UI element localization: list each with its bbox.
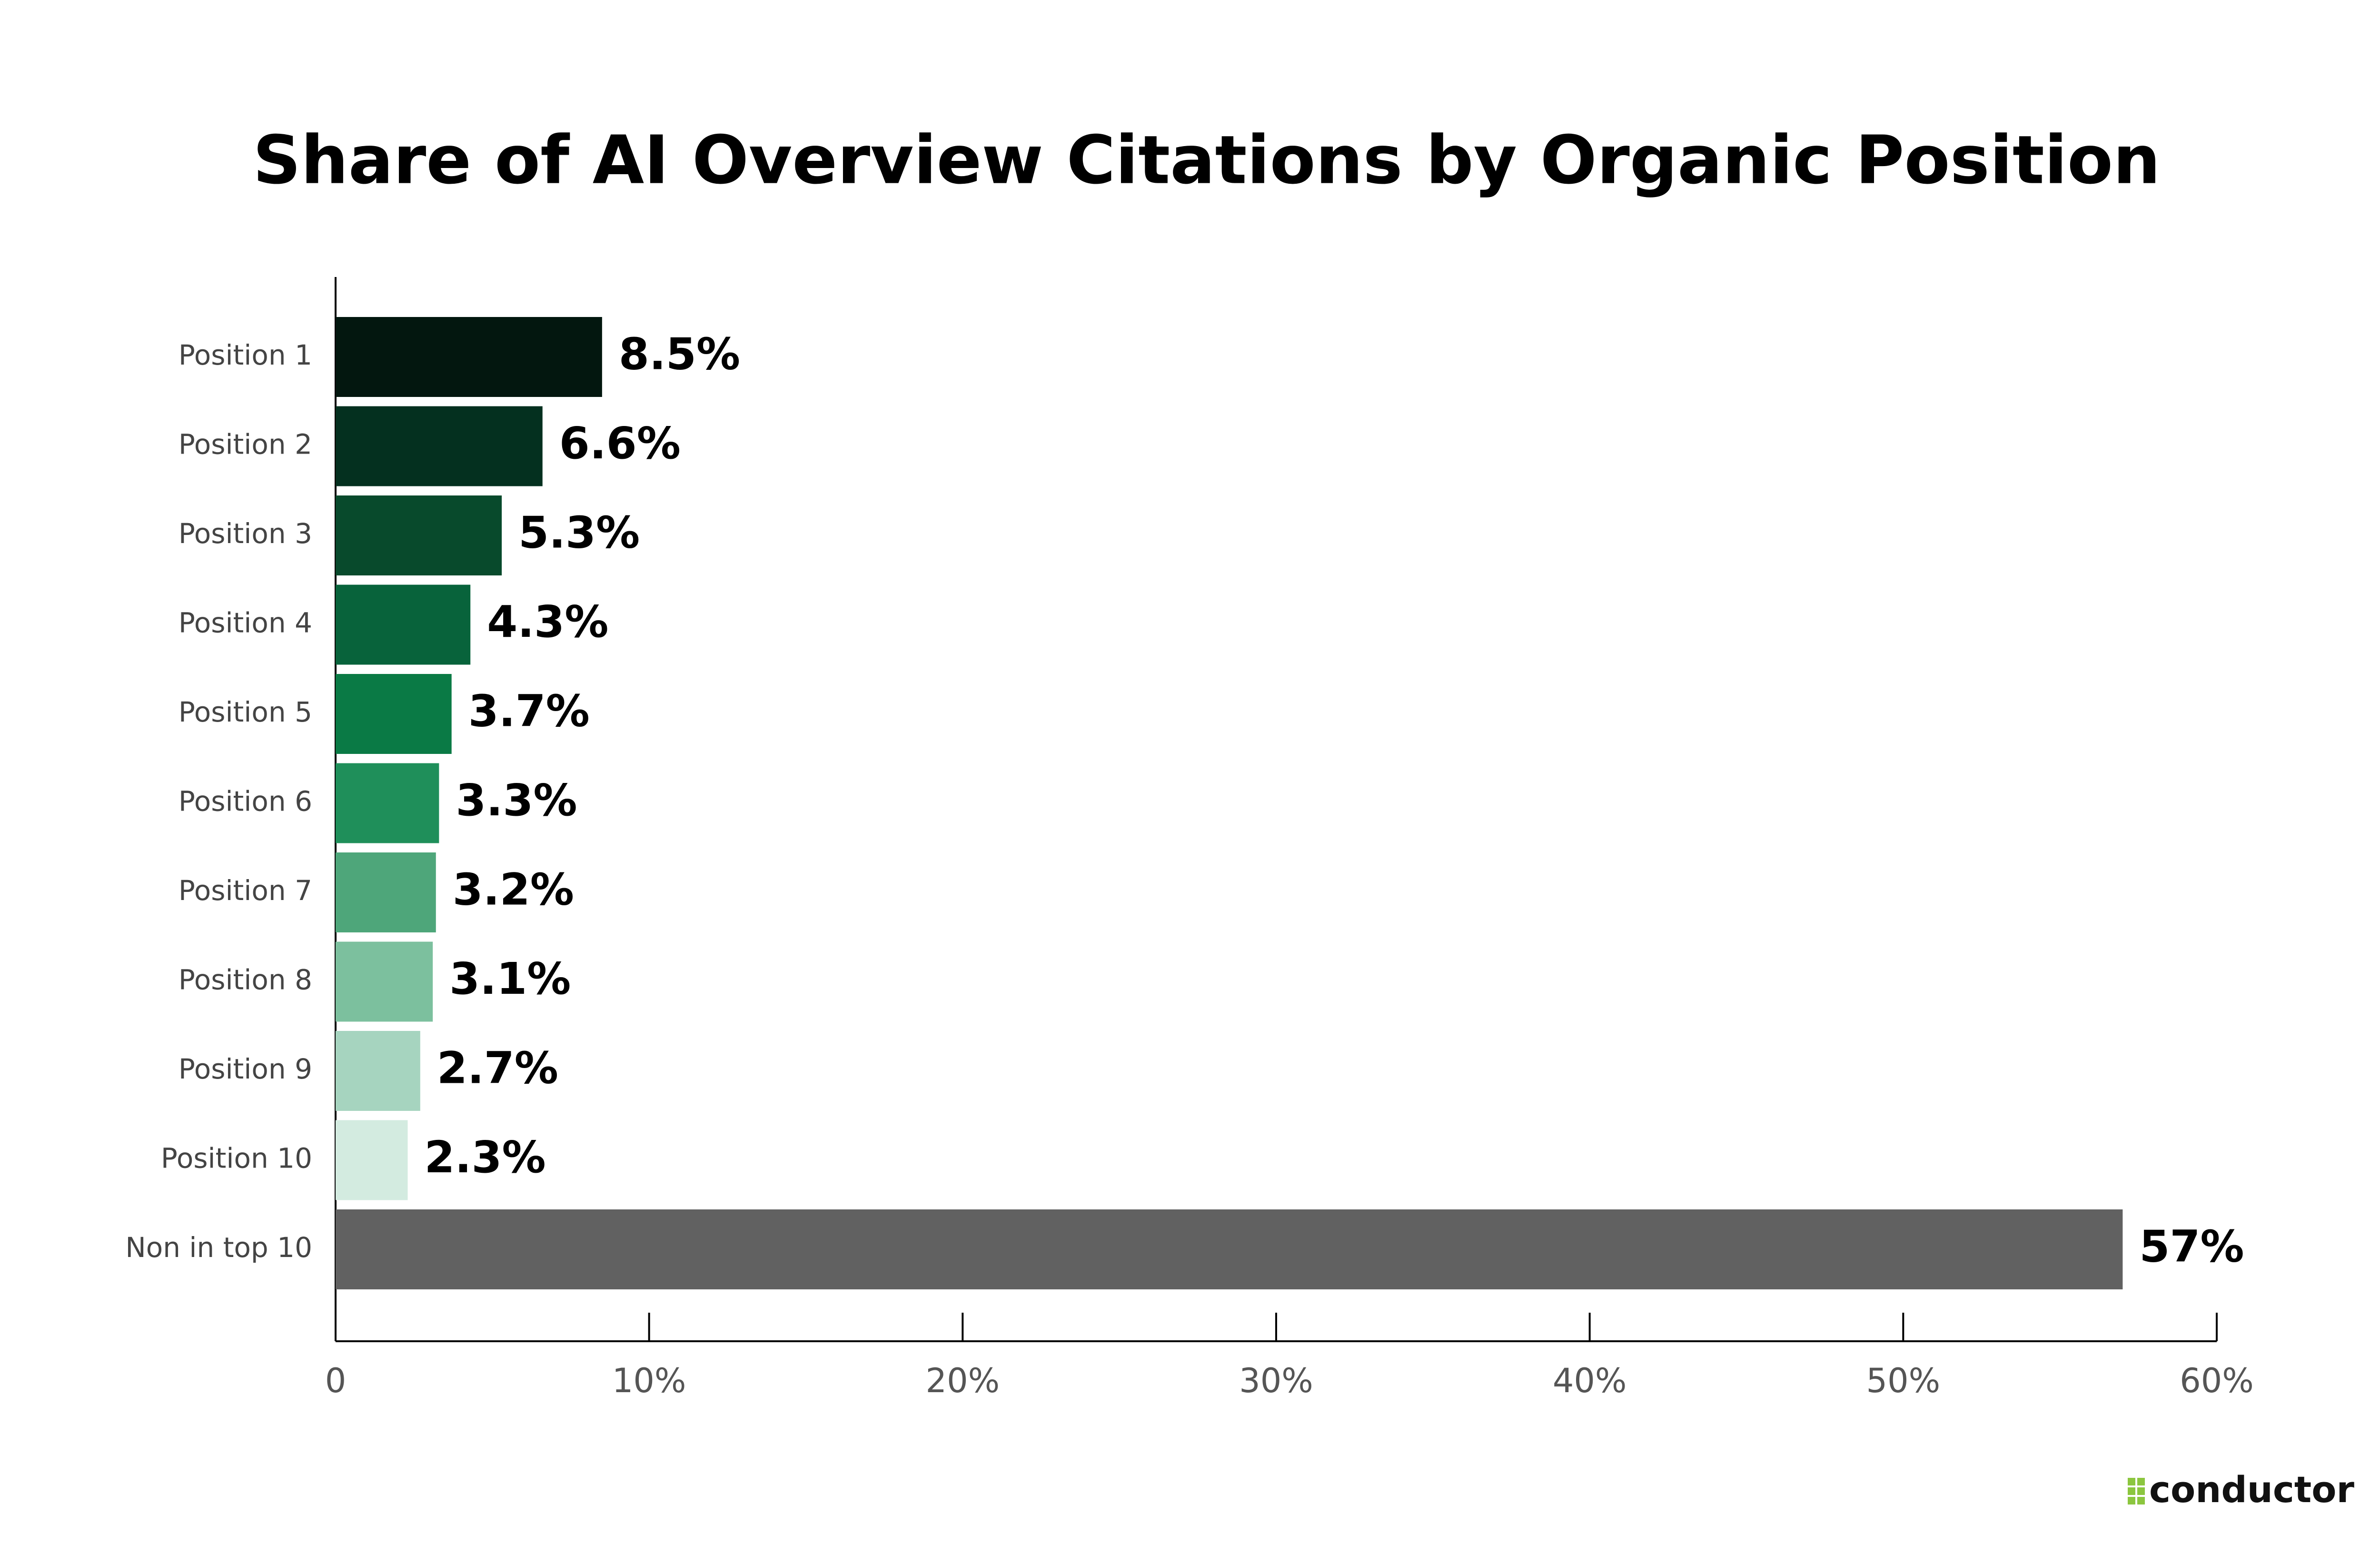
x-tick-label: 20%	[926, 1361, 1000, 1400]
bar	[336, 495, 502, 575]
bar	[336, 941, 433, 1022]
logo-dot	[2128, 1497, 2135, 1505]
bar	[336, 317, 602, 397]
y-tick-label: Position 9	[178, 1053, 312, 1085]
bar	[336, 1031, 420, 1111]
y-tick-label: Position 8	[178, 964, 312, 996]
value-label: 2.3%	[424, 1132, 545, 1183]
y-tick-label: Non in top 10	[125, 1231, 312, 1264]
value-label: 3.3%	[456, 775, 577, 826]
y-tick-label: Position 4	[178, 607, 312, 639]
value-label: 4.3%	[487, 596, 608, 647]
y-tick-label: Position 2	[178, 428, 312, 461]
x-tick-label: 60%	[2180, 1361, 2254, 1400]
bar	[336, 763, 439, 843]
chart-title: Share of AI Overview Citations by Organi…	[253, 122, 2160, 199]
logo-text: conductor	[2149, 1468, 2354, 1511]
y-tick-label: Position 3	[178, 517, 312, 550]
value-label: 5.3%	[518, 507, 640, 558]
x-tick-label: 40%	[1553, 1361, 1627, 1400]
bar	[336, 674, 452, 754]
bar	[336, 1120, 408, 1200]
value-label: 3.7%	[468, 685, 590, 736]
x-tick-label: 50%	[1866, 1361, 1941, 1400]
y-tick-label: Position 1	[178, 339, 312, 371]
logo-dot	[2128, 1487, 2135, 1495]
bar	[336, 1209, 2123, 1289]
y-tick-label: Position 7	[178, 874, 312, 907]
logo-dot	[2128, 1478, 2135, 1485]
x-tick-label: 10%	[612, 1361, 686, 1400]
logo: conductor	[2128, 1468, 2354, 1511]
value-label: 8.5%	[619, 328, 740, 379]
x-tick-label: 30%	[1239, 1361, 1313, 1400]
logo-dot	[2137, 1478, 2145, 1485]
logo-dot	[2137, 1497, 2145, 1505]
y-tick-label: Position 6	[178, 785, 312, 818]
bar	[336, 584, 471, 665]
x-tick-label: 0	[325, 1361, 347, 1400]
logo-dot	[2137, 1487, 2145, 1495]
value-label: 2.7%	[437, 1042, 558, 1093]
value-label: 3.2%	[453, 864, 574, 915]
value-label: 6.6%	[559, 418, 681, 469]
value-label: 3.1%	[449, 953, 571, 1004]
bar	[336, 406, 543, 486]
y-tick-label: Position 5	[178, 696, 312, 728]
bar	[336, 852, 436, 932]
value-label: 57%	[2139, 1221, 2244, 1272]
y-tick-label: Position 10	[161, 1142, 312, 1175]
